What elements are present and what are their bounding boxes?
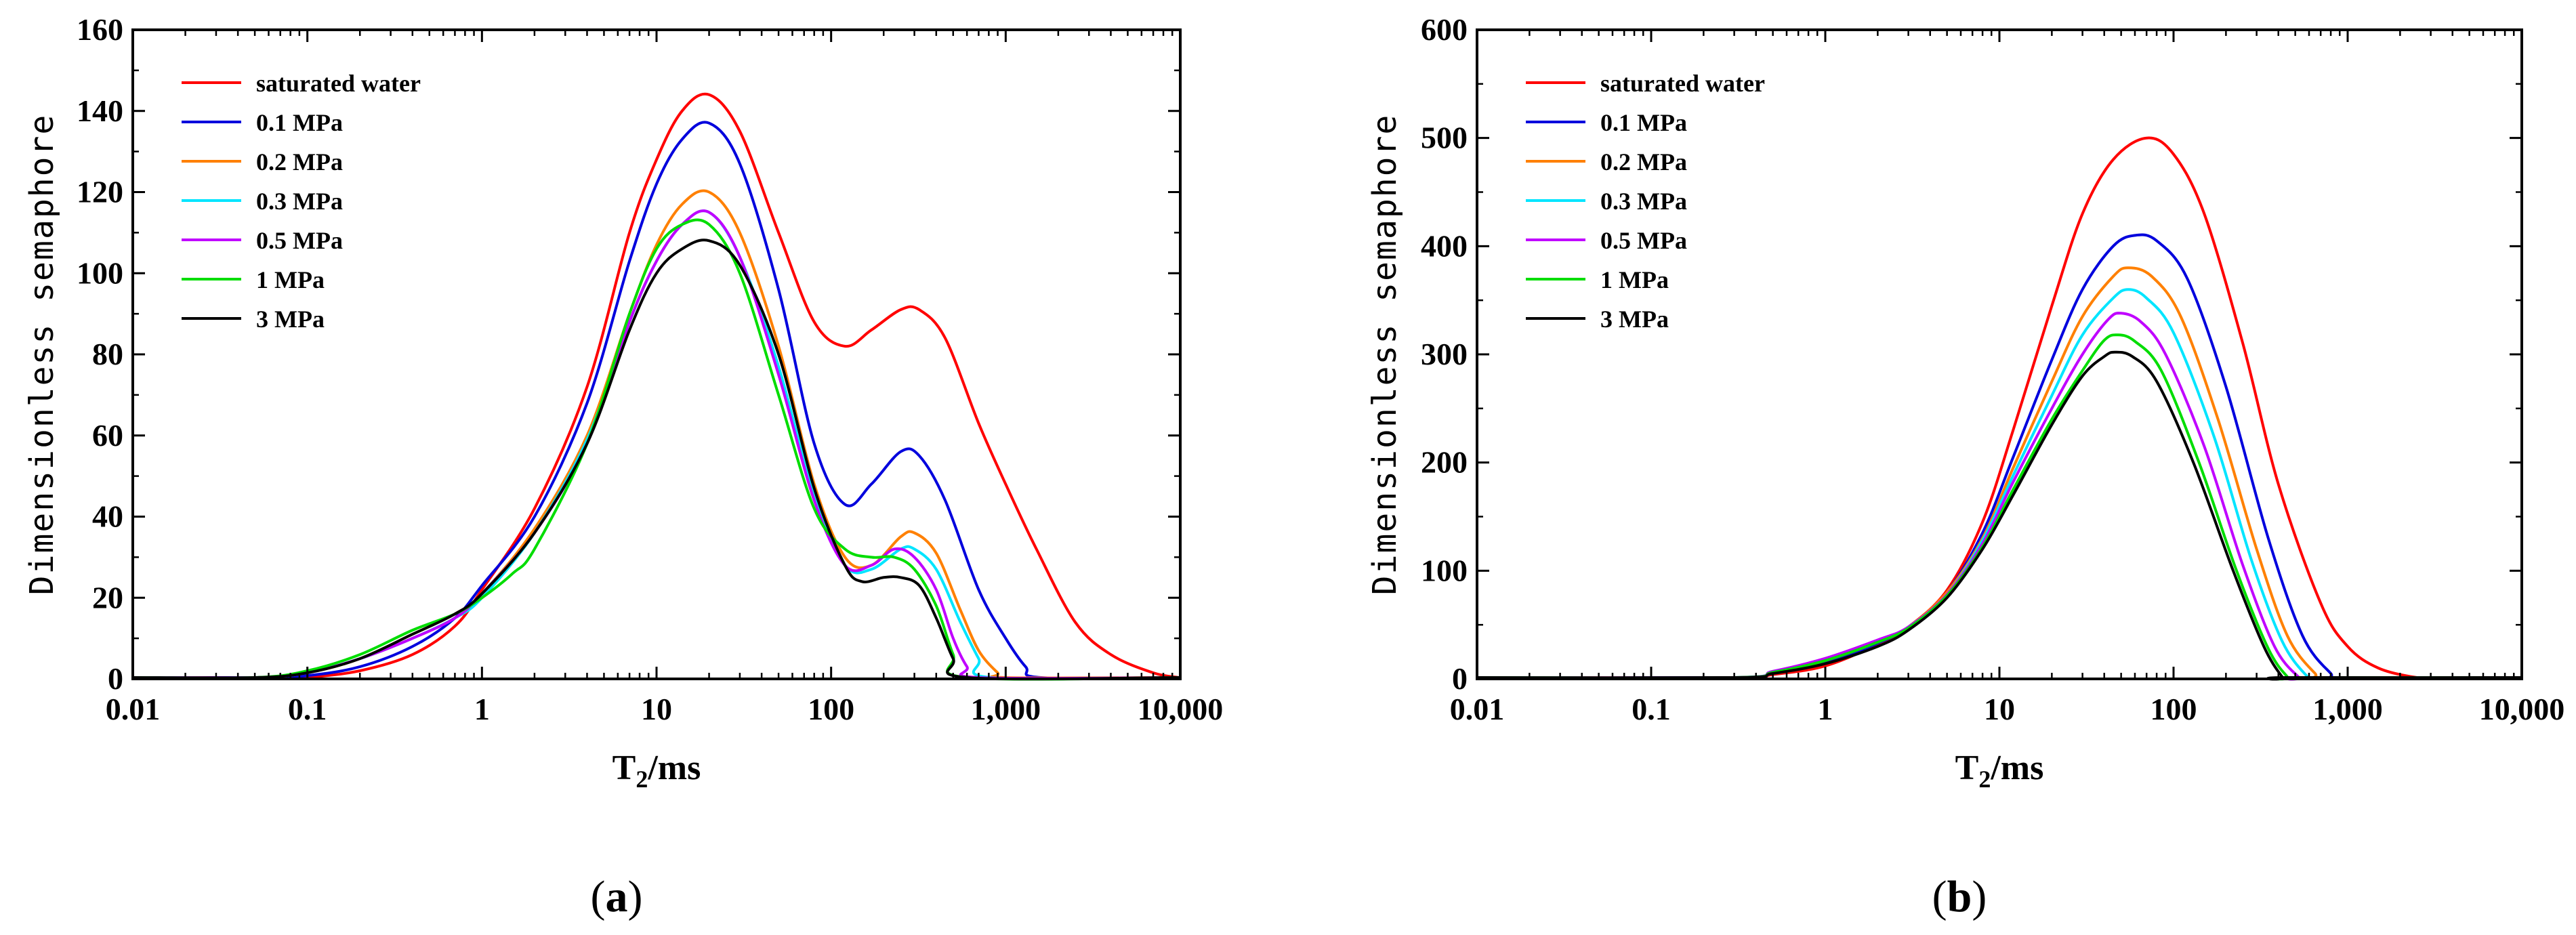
panel-b-series-line-2 [1477,233,2522,680]
panel-b-x-axis-label-unit: /ms [1990,749,2043,787]
panel-b-legend-label-1: saturated water [1600,70,1765,97]
panel-a-y-tick-label: 0 [108,661,123,696]
panel-b-x-axis-label-sub: 2 [1978,766,1991,793]
panel-b-x-tick-label: 1,000 [2312,692,2383,726]
panel-a-y-tick-label: 60 [92,418,123,453]
panel-a-y-tick-label: 100 [77,255,123,290]
panel-a-x-axis-label-unit: /ms [647,749,701,787]
panel-b-y-tick-label: 500 [1421,121,1468,155]
panel-a-x-tick-label: 100 [808,692,854,726]
panel-a-legend-label-5: 0.5 MPa [256,227,343,254]
panel-a-series-line-7 [133,238,1180,681]
panel-a-x-tick-label: 0.01 [106,692,161,726]
panel-a-legend-label-7: 3 MPa [256,306,325,333]
panel-b-legend-label-2: 0.1 MPa [1600,109,1687,136]
panel-a-series [133,92,1180,681]
panel-b-x-axis-label-main: T [1955,749,1979,787]
panel-a-legend-label-3: 0.2 MPa [256,148,343,175]
panel-a-x-axis-label-sub: 2 [636,766,648,793]
panel-a-caption-open: ( [591,872,606,921]
panel-b-x-tick-label: 0.01 [1450,692,1505,726]
panel-b-legend-label-3: 0.2 MPa [1600,148,1687,175]
panel-b-y-tick-label: 0 [1452,661,1468,696]
panel-a-y-tick-label: 20 [92,580,123,615]
panel-a-y-tick-label: 140 [77,94,123,128]
panel-b-caption-open: ( [1932,872,1947,921]
panel-a-y-tick-label: 40 [92,499,123,534]
panel-b-axes: 0.01 0.1 1 10 100 1,000 10,000 0 100 200 300 400 500… [1421,12,2564,726]
panel-a-legend: saturated water 0.1 MPa 0.2 MPa 0.3 MPa 0.5 … [182,70,421,333]
panel-b-legend-label-5: 0.5 MPa [1600,227,1687,254]
panel-a-x-tick-label: 0.1 [288,692,327,726]
panel-a-legend-label-2: 0.1 MPa [256,109,343,136]
panel-a-legend-label-6: 1 MPa [256,266,325,293]
panel-b-series-line-1 [1477,136,2522,680]
panel-b-legend: saturated water 0.1 MPa 0.2 MPa 0.3 MPa 0.5 … [1526,70,1765,333]
panel-b-x-tick-label: 1 [1818,692,1833,726]
panel-a-y-tick-label: 80 [92,337,123,371]
panel-a-axes: 0.01 0.1 1 10 100 1,000 10,000 0 20 40 60 80 100 120 1… [77,12,1223,726]
panel-a-x-tick-label: 10,000 [1138,692,1224,726]
panel-b-legend-label-6: 1 MPa [1600,266,1669,293]
panel-a-series-line-5 [133,209,1180,680]
panel-a-legend-label-1: saturated water [256,70,421,97]
panel-b-caption-letter: b [1947,872,1972,921]
panel-b-y-tick-label: 300 [1421,337,1468,371]
panel-b-series-line-6 [1477,333,2522,681]
panel-b-x-axis-label: T2/ms [1955,749,2044,793]
panel-b-legend-label-7: 3 MPa [1600,306,1669,333]
panel-b-series-line-5 [1477,312,2522,681]
panel-a-series-line-1 [133,92,1180,680]
panel-a-y-tick-label: 120 [77,175,123,209]
panel-a-x-tick-label: 1 [474,692,490,726]
panel-a-legend-label-4: 0.3 MPa [256,188,343,215]
panel-b-series-line-4 [1477,288,2522,680]
panel-a-series-line-6 [133,218,1180,681]
panel-a-y-tick-label: 160 [77,12,123,47]
panel-b-series-line-7 [1477,350,2522,681]
panel-b-y-tick-label: 100 [1421,553,1468,587]
panel-a-x-axis-label-main: T [612,749,636,787]
panel-b-legend-label-4: 0.3 MPa [1600,188,1687,215]
panel-b-y-axis-label: Dimensionless semaphore [1366,114,1404,596]
panel-b-y-tick-label: 200 [1421,445,1468,480]
panel-b: 0.01 0.1 1 10 100 1,000 10,000 0 100 200 300 400 500… [1366,12,2564,921]
panel-b-series [1477,136,2522,681]
panel-b-caption-close: ) [1972,872,1987,921]
panel-a-x-tick-label: 1,000 [971,692,1041,726]
panel-b-x-tick-label: 100 [2151,692,2197,726]
panel-b-x-tick-label: 10,000 [2479,692,2565,726]
panel-a-caption: (a) [591,872,643,921]
panel-a-x-tick-label: 10 [641,692,672,726]
panel-a-y-axis-label: Dimensionless semaphore [23,114,61,596]
panel-a-caption-close: ) [628,872,643,921]
panel-b-x-tick-label: 0.1 [1632,692,1671,726]
panel-b-y-tick-label: 600 [1421,12,1468,47]
panel-b-y-tick-label: 400 [1421,228,1468,263]
panel-a: 0.01 0.1 1 10 100 1,000 10,000 0 20 40 60 80 100 120 1… [23,12,1223,921]
panel-a-x-axis-label: T2/ms [612,749,701,793]
panel-a-series-line-2 [133,121,1180,680]
panel-b-x-tick-label: 10 [1984,692,2015,726]
panel-a-caption-letter: a [606,872,628,921]
panel-b-caption: (b) [1932,872,1987,921]
